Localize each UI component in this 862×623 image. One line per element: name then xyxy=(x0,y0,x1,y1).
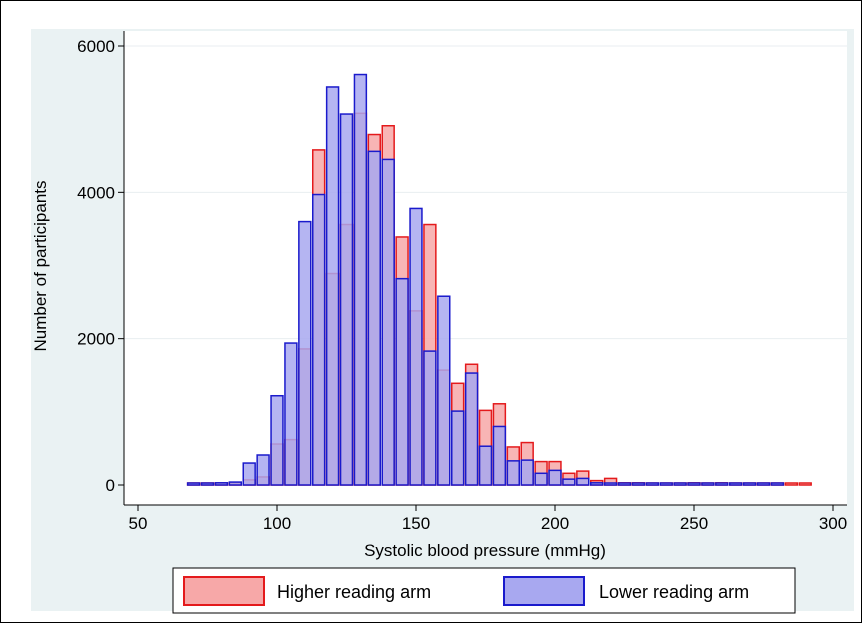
bar-lower xyxy=(492,425,507,486)
grid-lines xyxy=(124,45,847,340)
x-tick-label: 50 xyxy=(129,514,148,533)
bar-lower xyxy=(715,482,729,486)
y-axis-title: Number of participants xyxy=(31,180,50,351)
bar-lower xyxy=(520,459,534,486)
bar-lower xyxy=(437,295,451,486)
bar-lower xyxy=(214,482,229,486)
bar-lower xyxy=(284,342,298,486)
bar-lower xyxy=(353,73,368,486)
bar-lower xyxy=(478,445,493,486)
bar-lower xyxy=(590,482,604,486)
bar-lower xyxy=(228,481,243,486)
legend-label-lower: Lower reading arm xyxy=(599,582,749,602)
bar-lower xyxy=(631,482,646,486)
legend-swatch-lower xyxy=(503,576,585,606)
bar-higher xyxy=(798,482,812,486)
bar-lower xyxy=(548,469,562,486)
bar-lower xyxy=(464,372,479,486)
bar-lower xyxy=(603,482,618,486)
legend-box xyxy=(172,567,796,614)
bar-lower xyxy=(256,454,270,486)
bar-lower xyxy=(242,462,256,486)
bar-lower xyxy=(673,482,687,486)
bar-lower xyxy=(742,482,757,486)
y-tick-label: 2000 xyxy=(77,330,115,349)
bar-lower xyxy=(451,410,465,486)
bar-lower xyxy=(409,207,423,486)
axes xyxy=(123,31,847,506)
bar-lower xyxy=(270,394,284,486)
x-tick-label: 100 xyxy=(263,514,291,533)
y-ticks: 0 2000 4000 6000 xyxy=(77,37,124,495)
x-tick-label: 250 xyxy=(680,514,708,533)
bar-lower xyxy=(186,482,201,486)
bar-lower xyxy=(381,158,395,486)
bar-lower xyxy=(506,460,521,486)
y-tick-label: 0 xyxy=(106,476,115,495)
bar-lower xyxy=(298,220,312,486)
bar-lower xyxy=(687,482,701,486)
bar-lower xyxy=(645,482,659,486)
bar-lower xyxy=(756,482,771,486)
series-lower-reading-arm xyxy=(186,73,785,486)
y-tick-label: 6000 xyxy=(77,37,115,56)
x-tick-label: 300 xyxy=(819,514,847,533)
bar-lower xyxy=(200,482,215,486)
bar-lower xyxy=(367,150,382,486)
legend-swatch-higher xyxy=(183,576,265,606)
bar-lower xyxy=(562,478,576,486)
bar-lower xyxy=(770,482,785,486)
bar-lower xyxy=(395,277,409,486)
bar-lower xyxy=(423,350,437,486)
x-axis-title: Systolic blood pressure (mmHg) xyxy=(364,541,606,560)
bar-lower xyxy=(576,477,590,486)
bar-lower xyxy=(325,86,340,486)
bar-lower xyxy=(701,482,715,486)
bar-lower xyxy=(659,482,673,486)
bars xyxy=(186,73,812,486)
x-tick-label: 200 xyxy=(541,514,569,533)
bar-lower xyxy=(534,472,548,486)
x-tick-label: 150 xyxy=(402,514,430,533)
bar-lower xyxy=(312,193,326,486)
bar-lower xyxy=(729,482,743,486)
bar-lower xyxy=(617,482,632,486)
bar-lower xyxy=(339,113,354,486)
bar-higher xyxy=(784,482,798,486)
legend: Higher reading arm Lower reading arm xyxy=(172,567,796,614)
x-ticks: 50 100 150 200 250 300 xyxy=(129,505,847,533)
legend-label-higher: Higher reading arm xyxy=(277,582,431,602)
y-tick-label: 4000 xyxy=(77,183,115,202)
